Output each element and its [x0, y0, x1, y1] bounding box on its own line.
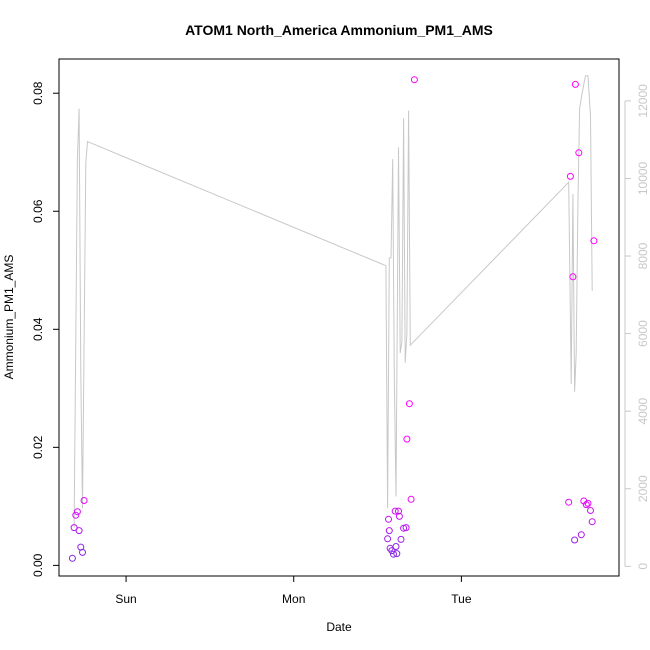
- data-point: [584, 499, 592, 507]
- y-tick-label: 0.06: [31, 199, 45, 223]
- y-axis-label: Ammonium_PM1_AMS: [2, 255, 16, 380]
- data-point: [388, 547, 396, 555]
- data-point: [390, 550, 397, 558]
- y2-tick-label: 12000: [636, 84, 650, 118]
- x-tick-label: Tue: [451, 592, 472, 606]
- x-axis: Sun Mon Tue: [115, 576, 472, 606]
- data-point: [391, 507, 399, 515]
- data-point: [80, 497, 88, 504]
- y-axis: 0.00 0.02 0.04 0.06 0.08: [31, 81, 59, 577]
- data-point: [587, 507, 594, 514]
- data-point: [395, 512, 403, 520]
- y2-tick-label: 4000: [636, 397, 650, 424]
- line-path: [73, 75, 593, 528]
- data-point: [575, 149, 583, 157]
- plot-box: [58, 58, 620, 577]
- x-axis-label: Date: [326, 620, 352, 634]
- data-point: [566, 172, 574, 180]
- data-point: [385, 527, 393, 535]
- chart-title: ATOM1 North_America Ammonium_PM1_AMS: [185, 22, 493, 38]
- data-point: [407, 495, 415, 503]
- data-point: [590, 237, 598, 245]
- data-point: [402, 524, 410, 532]
- data-point: [571, 80, 579, 88]
- data-point: [410, 76, 418, 84]
- y2-tick-label: 10000: [636, 161, 650, 195]
- y2-tick-label: 2000: [636, 475, 650, 502]
- data-point: [577, 531, 585, 539]
- x-tick-label: Mon: [282, 592, 305, 606]
- data-point: [392, 543, 400, 550]
- data-point: [395, 507, 402, 515]
- data-point: [403, 435, 411, 443]
- data-point: [393, 550, 401, 558]
- data-point: [385, 515, 392, 523]
- y-tick-label: 0.00: [31, 553, 45, 577]
- y2-tick-label: 8000: [636, 242, 650, 269]
- y-tick-label: 0.08: [31, 81, 45, 105]
- data-point: [72, 511, 80, 519]
- data-point: [73, 508, 81, 516]
- point-series: [68, 76, 598, 562]
- y2-tick-label: 6000: [636, 320, 650, 347]
- y-tick-label: 0.02: [31, 435, 45, 459]
- data-point: [582, 501, 590, 509]
- y-tick-label: 0.04: [31, 317, 45, 341]
- data-point: [397, 535, 405, 543]
- data-point: [70, 524, 78, 532]
- y2-tick-label: 0: [636, 563, 650, 570]
- data-point: [384, 535, 392, 543]
- data-point: [569, 273, 577, 281]
- data-point: [68, 554, 76, 562]
- data-point: [79, 548, 86, 556]
- data-point: [565, 498, 573, 506]
- data-point: [75, 527, 83, 535]
- data-point: [588, 518, 596, 526]
- secondary-y-axis: 0 2000 4000 6000 8000 10000 12000: [624, 84, 650, 570]
- x-tick-label: Sun: [115, 592, 136, 606]
- data-point: [405, 400, 413, 408]
- line-series: [73, 75, 593, 528]
- data-point: [571, 536, 579, 544]
